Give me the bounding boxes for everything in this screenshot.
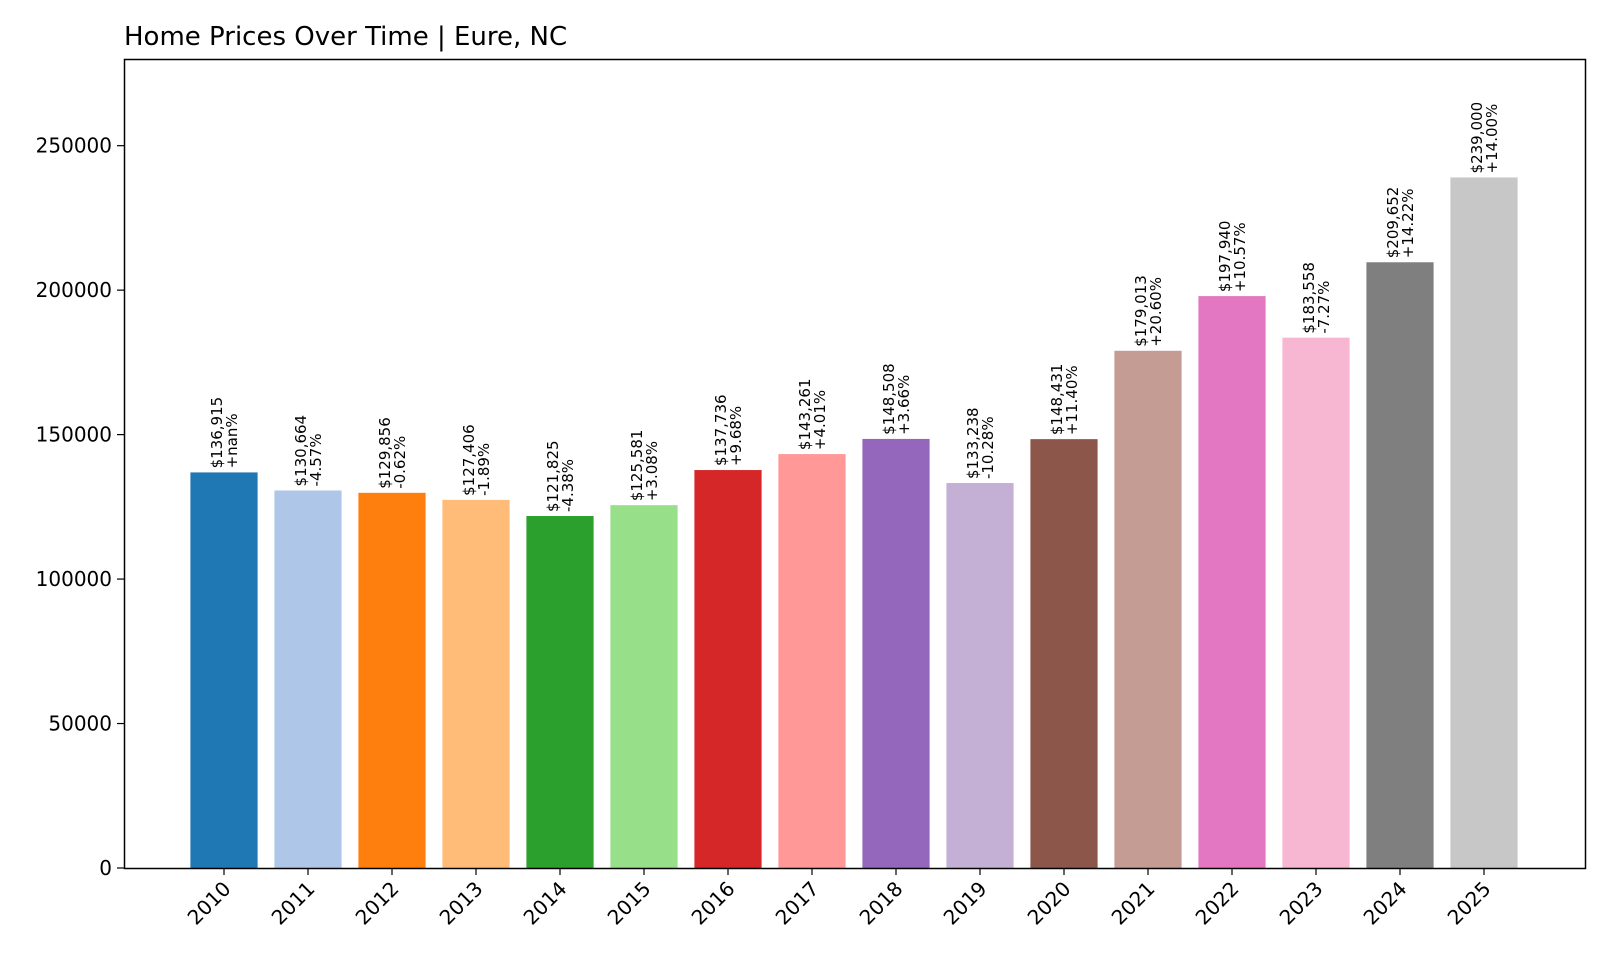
x-tick-label: 2012 bbox=[351, 877, 404, 930]
bar-2012 bbox=[358, 492, 426, 868]
bar-value-label: $148,508 bbox=[880, 363, 898, 435]
bar-data-label-group: $148,508+3.66% bbox=[880, 363, 913, 435]
bar-change-label: +20.60% bbox=[1147, 277, 1165, 347]
bar-change-label: -1.89% bbox=[475, 443, 493, 496]
bar-value-label: $133,238 bbox=[964, 407, 982, 479]
plot-frame bbox=[123, 58, 1587, 870]
bar-value-label: $125,581 bbox=[628, 430, 646, 502]
x-tick-label: 2011 bbox=[267, 877, 320, 930]
bar-2025 bbox=[1450, 177, 1518, 869]
bar-value-label: $127,406 bbox=[460, 424, 478, 496]
bar-value-label: $183,558 bbox=[1300, 262, 1318, 334]
bar-change-label: +14.00% bbox=[1483, 104, 1501, 174]
x-tick-label: 2019 bbox=[939, 877, 992, 930]
bar-data-label-group: $129,856-0.62% bbox=[376, 417, 409, 489]
bar-value-label: $121,825 bbox=[544, 440, 562, 512]
bar-value-label: $197,940 bbox=[1216, 221, 1234, 293]
bar-data-label-group: $133,238-10.28% bbox=[964, 407, 997, 479]
x-tick-label: 2020 bbox=[1023, 877, 1076, 930]
bar-data-label-group: $137,736+9.68% bbox=[712, 394, 745, 466]
bar-value-label: $179,013 bbox=[1132, 275, 1150, 347]
x-tick-label: 2023 bbox=[1275, 877, 1328, 930]
bar-2010 bbox=[190, 472, 258, 868]
bar-2017 bbox=[778, 454, 846, 868]
bar-data-label-group: $121,825-4.38% bbox=[544, 440, 577, 512]
bar-data-label-group: $239,000+14.00% bbox=[1468, 102, 1501, 174]
bar-value-label: $239,000 bbox=[1468, 102, 1486, 174]
bar-data-label-group: $209,652+14.22% bbox=[1384, 187, 1417, 259]
x-tick-label: 2013 bbox=[435, 877, 488, 930]
chart-title: Home Prices Over Time | Eure, NC bbox=[124, 22, 567, 52]
bar-2020 bbox=[1030, 439, 1098, 868]
bar-2015 bbox=[610, 505, 678, 868]
y-tick-label: 200000 bbox=[36, 278, 112, 302]
bar-2016 bbox=[694, 470, 762, 868]
plot-area: 0 50000 100000 150000 200000 250000 2010 $136,9… bbox=[36, 102, 1518, 930]
bar-value-label: $143,261 bbox=[796, 378, 814, 450]
bar-data-label-group: $148,431+11.40% bbox=[1048, 364, 1081, 436]
y-tick-label: 250000 bbox=[36, 134, 112, 158]
bar-2022 bbox=[1198, 296, 1266, 868]
y-tick-label: 150000 bbox=[36, 423, 112, 447]
bar-2011 bbox=[274, 490, 342, 868]
x-tick-label: 2015 bbox=[603, 877, 656, 930]
x-tick-label: 2010 bbox=[183, 877, 236, 930]
bar-data-label-group: $183,558-7.27% bbox=[1300, 262, 1333, 334]
bar-data-label-group: $136,915+nan% bbox=[208, 397, 241, 469]
bar-value-label: $209,652 bbox=[1384, 187, 1402, 259]
x-tick-label: 2014 bbox=[519, 877, 572, 930]
bar-2023 bbox=[1282, 337, 1350, 868]
x-tick-label: 2022 bbox=[1191, 877, 1244, 930]
bar-value-label: $137,736 bbox=[712, 394, 730, 466]
bar-change-label: +9.68% bbox=[727, 406, 745, 466]
bar-2019 bbox=[946, 483, 1014, 868]
x-tick-label: 2018 bbox=[855, 877, 908, 930]
bar-value-label: $130,664 bbox=[292, 415, 310, 487]
bar-change-label: +nan% bbox=[223, 413, 241, 468]
x-tick-label: 2024 bbox=[1359, 877, 1412, 930]
bar-value-label: $136,915 bbox=[208, 397, 226, 469]
bar-change-label: +3.08% bbox=[643, 441, 661, 501]
bar-change-label: +3.66% bbox=[895, 375, 913, 435]
bar-change-label: -0.62% bbox=[391, 436, 409, 489]
bar-value-label: $129,856 bbox=[376, 417, 394, 489]
x-tick-label: 2021 bbox=[1107, 877, 1160, 930]
bar-2018 bbox=[862, 438, 930, 868]
bar-2013 bbox=[442, 499, 510, 868]
bar-2014 bbox=[526, 516, 594, 868]
x-tick-label: 2017 bbox=[771, 877, 824, 930]
y-tick-label: 50000 bbox=[48, 712, 112, 736]
y-tick-label: 0 bbox=[99, 856, 112, 880]
bar-change-label: +11.40% bbox=[1063, 365, 1081, 435]
bar-change-label: +14.22% bbox=[1399, 188, 1417, 258]
bar-2021 bbox=[1114, 350, 1182, 869]
bar-change-label: -7.27% bbox=[1315, 281, 1333, 334]
bar-change-label: -4.57% bbox=[307, 433, 325, 486]
bar-change-label: -10.28% bbox=[979, 416, 997, 479]
bar-2024 bbox=[1366, 262, 1434, 868]
bar-change-label: +10.57% bbox=[1231, 222, 1249, 292]
bar-data-label-group: $127,406-1.89% bbox=[460, 424, 493, 496]
y-tick-label: 100000 bbox=[36, 567, 112, 591]
bar-data-label-group: $125,581+3.08% bbox=[628, 430, 661, 502]
bar-data-label-group: $130,664-4.57% bbox=[292, 415, 325, 487]
bar-data-label-group: $197,940+10.57% bbox=[1216, 221, 1249, 293]
bar-change-label: -4.38% bbox=[559, 459, 577, 512]
bar-value-label: $148,431 bbox=[1048, 364, 1066, 436]
bar-data-label-group: $179,013+20.60% bbox=[1132, 275, 1165, 347]
bar-change-label: +4.01% bbox=[811, 390, 829, 450]
x-tick-label: 2025 bbox=[1443, 877, 1496, 930]
x-tick-label: 2016 bbox=[687, 877, 740, 930]
bar-data-label-group: $143,261+4.01% bbox=[796, 378, 829, 450]
